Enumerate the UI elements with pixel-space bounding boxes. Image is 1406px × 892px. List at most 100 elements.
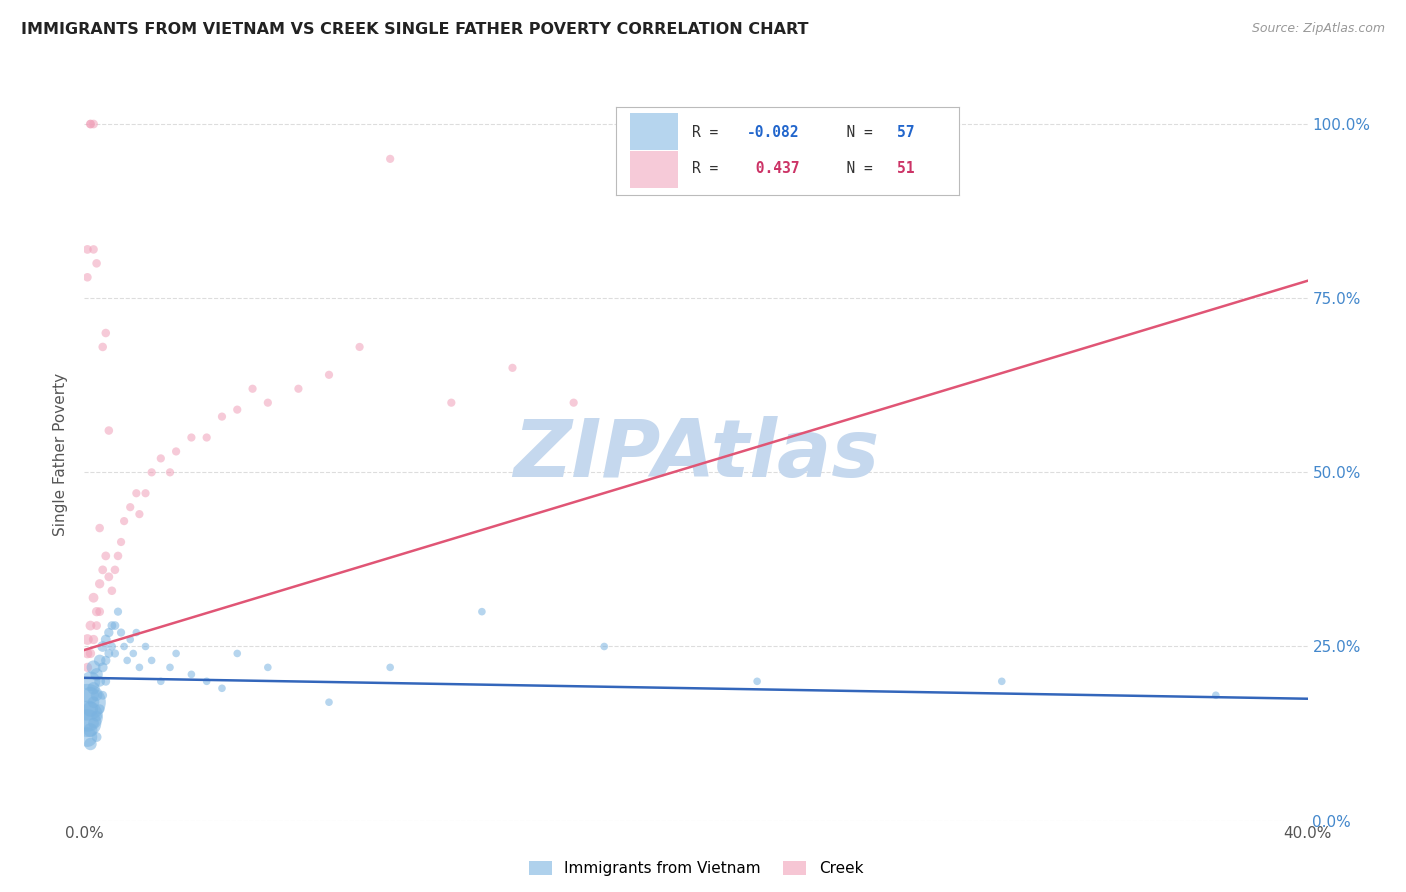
- Point: [97, 424, 120, 438]
- Point: [593, 640, 616, 654]
- Point: [107, 605, 129, 619]
- Point: [76, 647, 98, 661]
- Point: [89, 605, 111, 619]
- Point: [112, 640, 135, 654]
- Point: [79, 723, 101, 737]
- Point: [79, 647, 101, 661]
- Point: [79, 688, 101, 702]
- Point: [76, 270, 98, 285]
- Point: [747, 674, 769, 689]
- Point: [86, 667, 108, 681]
- Point: [94, 549, 117, 563]
- Point: [195, 430, 218, 444]
- Point: [125, 486, 148, 500]
- Point: [120, 632, 142, 647]
- Point: [128, 660, 150, 674]
- Point: [79, 737, 101, 751]
- Point: [128, 507, 150, 521]
- Point: [83, 117, 105, 131]
- Point: [125, 625, 148, 640]
- Point: [97, 570, 120, 584]
- Point: [122, 647, 145, 661]
- Point: [380, 152, 402, 166]
- Point: [180, 667, 202, 681]
- Point: [562, 395, 585, 409]
- Point: [97, 647, 120, 661]
- Point: [86, 709, 108, 723]
- Point: [79, 702, 101, 716]
- Point: [159, 466, 181, 480]
- Point: [165, 444, 187, 458]
- Point: [83, 695, 105, 709]
- Point: [79, 674, 101, 689]
- Point: [440, 395, 463, 409]
- Point: [79, 117, 101, 131]
- Legend: Immigrants from Vietnam, Creek: Immigrants from Vietnam, Creek: [523, 855, 869, 882]
- Point: [991, 674, 1014, 689]
- Point: [79, 117, 101, 131]
- Point: [257, 660, 280, 674]
- Point: [318, 695, 340, 709]
- Point: [79, 618, 101, 632]
- Point: [89, 702, 111, 716]
- Point: [89, 521, 111, 535]
- Point: [83, 632, 105, 647]
- Point: [89, 576, 111, 591]
- Point: [1205, 688, 1227, 702]
- Point: [195, 674, 218, 689]
- Point: [165, 647, 187, 661]
- Point: [110, 535, 132, 549]
- Point: [104, 563, 127, 577]
- Point: [86, 688, 108, 702]
- Point: [180, 430, 202, 444]
- Point: [242, 382, 264, 396]
- Point: [91, 660, 114, 674]
- Point: [94, 653, 117, 667]
- Point: [83, 660, 105, 674]
- Point: [83, 716, 105, 731]
- Point: [101, 583, 124, 598]
- Point: [135, 486, 157, 500]
- Point: [94, 674, 117, 689]
- Point: [91, 640, 114, 654]
- Text: IMMIGRANTS FROM VIETNAM VS CREEK SINGLE FATHER POVERTY CORRELATION CHART: IMMIGRANTS FROM VIETNAM VS CREEK SINGLE …: [21, 22, 808, 37]
- Point: [349, 340, 371, 354]
- Point: [86, 618, 108, 632]
- Point: [76, 695, 98, 709]
- Point: [112, 514, 135, 528]
- Point: [89, 653, 111, 667]
- Point: [97, 625, 120, 640]
- Point: [83, 243, 105, 257]
- Point: [83, 681, 105, 696]
- Point: [86, 605, 108, 619]
- Point: [83, 591, 105, 605]
- Point: [104, 618, 127, 632]
- Point: [211, 409, 233, 424]
- Point: [120, 500, 142, 515]
- Point: [101, 640, 124, 654]
- Point: [86, 730, 108, 744]
- Point: [502, 360, 524, 375]
- Text: Source: ZipAtlas.com: Source: ZipAtlas.com: [1251, 22, 1385, 36]
- Point: [110, 625, 132, 640]
- Point: [135, 640, 157, 654]
- Point: [115, 653, 138, 667]
- Point: [226, 647, 249, 661]
- Point: [91, 340, 114, 354]
- Point: [94, 632, 117, 647]
- Point: [76, 716, 98, 731]
- Y-axis label: Single Father Poverty: Single Father Poverty: [53, 374, 69, 536]
- Point: [86, 256, 108, 270]
- Point: [471, 605, 494, 619]
- Point: [159, 660, 181, 674]
- Text: ZIPAtlas: ZIPAtlas: [513, 416, 879, 494]
- Point: [149, 674, 172, 689]
- Point: [211, 681, 233, 696]
- Point: [149, 451, 172, 466]
- Point: [91, 563, 114, 577]
- Point: [101, 618, 124, 632]
- Point: [76, 709, 98, 723]
- Point: [380, 660, 402, 674]
- Point: [76, 730, 98, 744]
- Point: [318, 368, 340, 382]
